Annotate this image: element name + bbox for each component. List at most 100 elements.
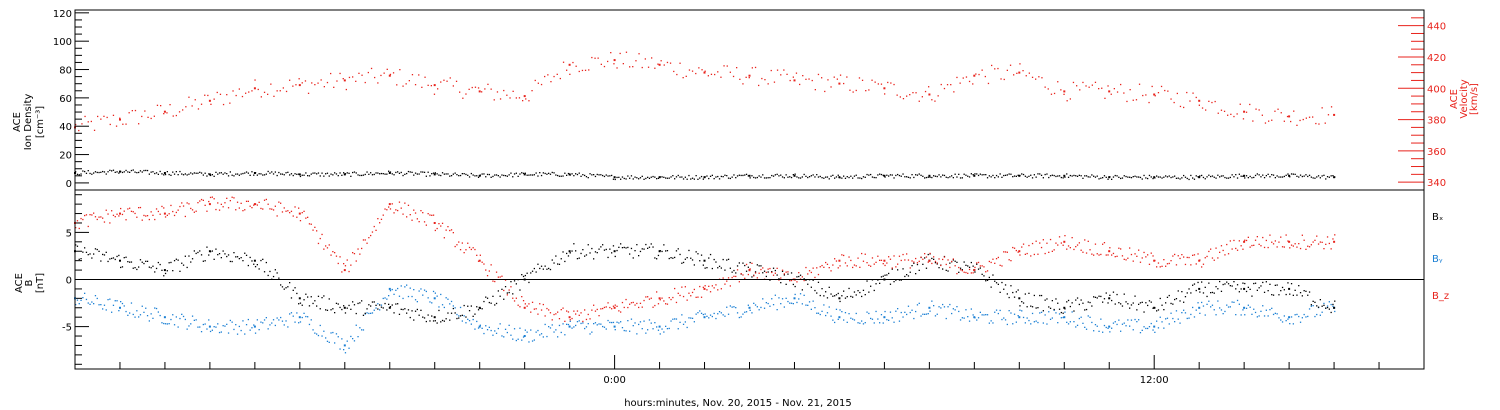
data-point	[1159, 297, 1161, 300]
data-point	[229, 171, 231, 173]
data-point	[1127, 176, 1129, 178]
data-point	[546, 268, 548, 270]
data-point	[509, 97, 511, 99]
data-point	[976, 263, 978, 265]
data-point	[530, 174, 532, 176]
data-point	[1022, 173, 1025, 176]
data-point	[1168, 175, 1170, 177]
data-point	[102, 253, 104, 256]
data-point	[979, 267, 981, 269]
data-point	[339, 172, 341, 174]
data-point	[298, 303, 300, 305]
data-point	[940, 176, 942, 178]
data-point	[602, 244, 604, 246]
series-bx	[74, 243, 1336, 324]
data-point	[589, 318, 591, 320]
data-point	[449, 319, 451, 321]
data-point	[332, 331, 334, 334]
data-point	[384, 173, 386, 175]
data-point	[121, 266, 124, 268]
data-point	[492, 280, 494, 282]
data-point	[1197, 253, 1199, 255]
data-point	[172, 314, 174, 316]
data-point	[447, 312, 449, 314]
data-point	[145, 307, 147, 309]
data-point	[614, 329, 616, 331]
data-point	[846, 76, 848, 78]
data-point	[155, 267, 158, 270]
data-point	[341, 308, 343, 311]
data-point	[686, 326, 688, 329]
data-point	[984, 75, 986, 78]
data-point	[105, 251, 107, 253]
data-point-anchor	[1288, 240, 1291, 243]
data-point	[765, 302, 767, 304]
data-point	[1303, 239, 1305, 241]
data-point	[841, 295, 843, 297]
data-point	[181, 313, 183, 315]
data-point	[323, 175, 325, 177]
data-point	[109, 258, 111, 260]
data-point	[1287, 318, 1289, 320]
data-point	[1058, 308, 1061, 310]
data-point	[436, 227, 438, 230]
data-point	[1118, 302, 1120, 304]
data-point	[441, 304, 444, 306]
data-point	[1102, 243, 1104, 245]
data-point	[922, 175, 924, 177]
data-point	[1327, 114, 1330, 116]
data-point	[1139, 176, 1142, 179]
data-point	[497, 276, 499, 278]
data-point	[468, 246, 471, 249]
data-point	[931, 262, 933, 265]
data-point	[1325, 307, 1327, 309]
data-point	[382, 214, 384, 216]
data-point	[575, 65, 577, 67]
data-point	[1001, 281, 1003, 284]
data-point	[977, 268, 980, 270]
data-point	[959, 177, 962, 179]
data-point	[1215, 314, 1217, 316]
data-point	[181, 173, 183, 175]
data-point	[767, 268, 769, 270]
data-point	[1213, 309, 1215, 311]
data-point	[726, 175, 728, 177]
data-point	[375, 229, 377, 231]
data-point	[1150, 301, 1152, 303]
data-point	[567, 172, 570, 175]
data-point	[697, 296, 699, 298]
data-point	[832, 319, 834, 321]
data-point	[118, 172, 120, 174]
data-point	[1267, 290, 1269, 292]
data-point	[471, 86, 473, 89]
data-point	[1114, 174, 1116, 177]
data-point	[148, 173, 150, 175]
data-point	[1042, 177, 1044, 179]
data-point	[1244, 177, 1246, 179]
data-point	[810, 308, 812, 310]
data-point	[89, 214, 91, 216]
data-point	[1096, 325, 1098, 327]
data-point	[1105, 254, 1107, 256]
data-point	[129, 171, 131, 173]
data-point	[179, 317, 181, 320]
data-point	[1251, 295, 1253, 297]
data-point	[1301, 317, 1303, 319]
data-point	[578, 172, 580, 174]
data-point	[722, 314, 724, 316]
data-point	[211, 196, 213, 198]
data-point	[810, 286, 812, 288]
data-point	[776, 309, 778, 311]
data-point	[648, 177, 651, 179]
data-point	[897, 173, 899, 176]
data-point	[420, 210, 422, 212]
data-point	[236, 173, 239, 175]
data-point	[555, 313, 557, 315]
data-point	[188, 173, 190, 175]
data-point	[934, 175, 937, 177]
data-point	[776, 274, 778, 276]
data-point	[702, 178, 704, 180]
data-point	[414, 310, 417, 312]
data-point	[120, 266, 122, 269]
data-point	[956, 261, 958, 263]
